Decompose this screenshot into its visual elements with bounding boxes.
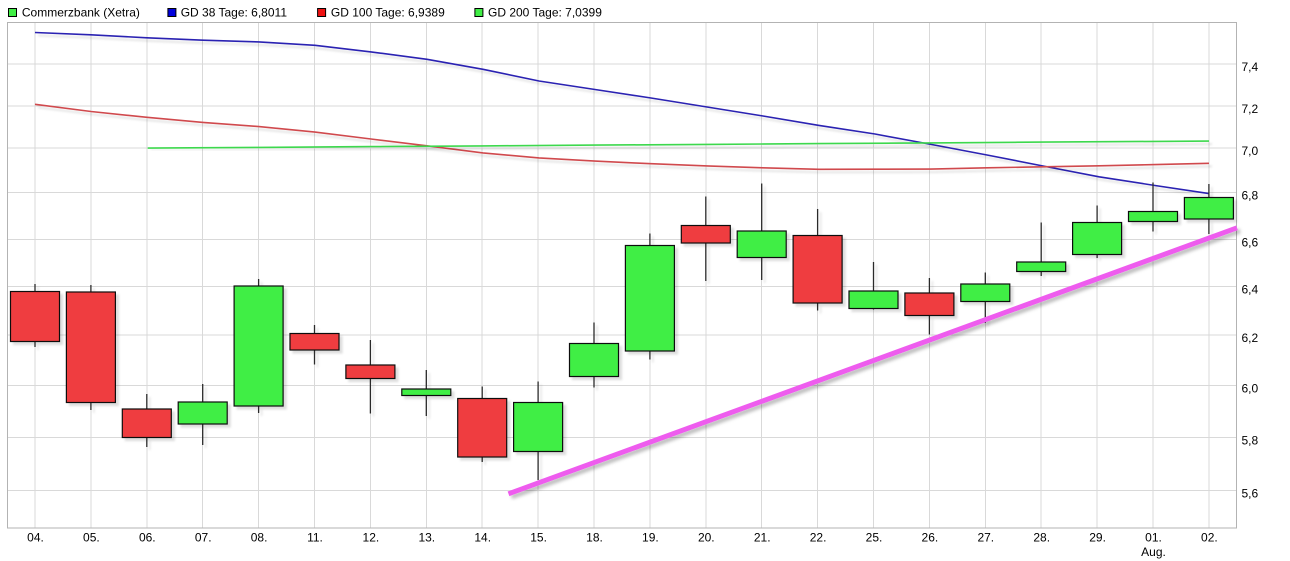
svg-text:20.: 20. <box>698 531 715 545</box>
svg-text:14.: 14. <box>474 531 491 545</box>
svg-text:18.: 18. <box>586 531 603 545</box>
svg-text:25.: 25. <box>866 531 883 545</box>
svg-text:11.: 11. <box>307 531 323 545</box>
svg-text:28.: 28. <box>1033 531 1050 545</box>
svg-text:7,4: 7,4 <box>1242 60 1259 74</box>
svg-text:6,2: 6,2 <box>1242 331 1259 345</box>
svg-text:5,8: 5,8 <box>1242 434 1259 448</box>
svg-text:01.: 01. <box>1145 531 1162 545</box>
svg-text:5,6: 5,6 <box>1242 487 1259 501</box>
svg-text:GD 200 Tage: 7,0399: GD 200 Tage: 7,0399 <box>488 6 602 20</box>
svg-text:04.: 04. <box>27 531 44 545</box>
svg-text:Aug.: Aug. <box>1141 545 1166 559</box>
svg-text:19.: 19. <box>642 531 659 545</box>
svg-text:02.: 02. <box>1201 531 1218 545</box>
svg-text:6,4: 6,4 <box>1242 283 1259 297</box>
svg-text:29.: 29. <box>1089 531 1106 545</box>
svg-text:15.: 15. <box>530 531 547 545</box>
svg-text:05.: 05. <box>83 531 100 545</box>
svg-text:08.: 08. <box>251 531 268 545</box>
svg-text:6,8: 6,8 <box>1242 189 1259 203</box>
svg-text:7,0: 7,0 <box>1242 144 1259 158</box>
svg-text:GD 100 Tage: 6,9389: GD 100 Tage: 6,9389 <box>331 6 445 20</box>
svg-text:6,0: 6,0 <box>1242 382 1259 396</box>
svg-text:Commerzbank (Xetra): Commerzbank (Xetra) <box>22 6 140 20</box>
svg-text:7,2: 7,2 <box>1242 102 1259 116</box>
svg-text:27.: 27. <box>977 531 994 545</box>
svg-text:6,6: 6,6 <box>1242 236 1259 250</box>
svg-text:12.: 12. <box>363 531 380 545</box>
svg-text:26.: 26. <box>922 531 939 545</box>
svg-text:07.: 07. <box>195 531 212 545</box>
svg-text:GD 38 Tage: 6,8011: GD 38 Tage: 6,8011 <box>181 6 288 20</box>
svg-text:21.: 21. <box>754 531 771 545</box>
svg-text:06.: 06. <box>139 531 156 545</box>
svg-text:22.: 22. <box>810 531 827 545</box>
svg-text:13.: 13. <box>418 531 435 545</box>
